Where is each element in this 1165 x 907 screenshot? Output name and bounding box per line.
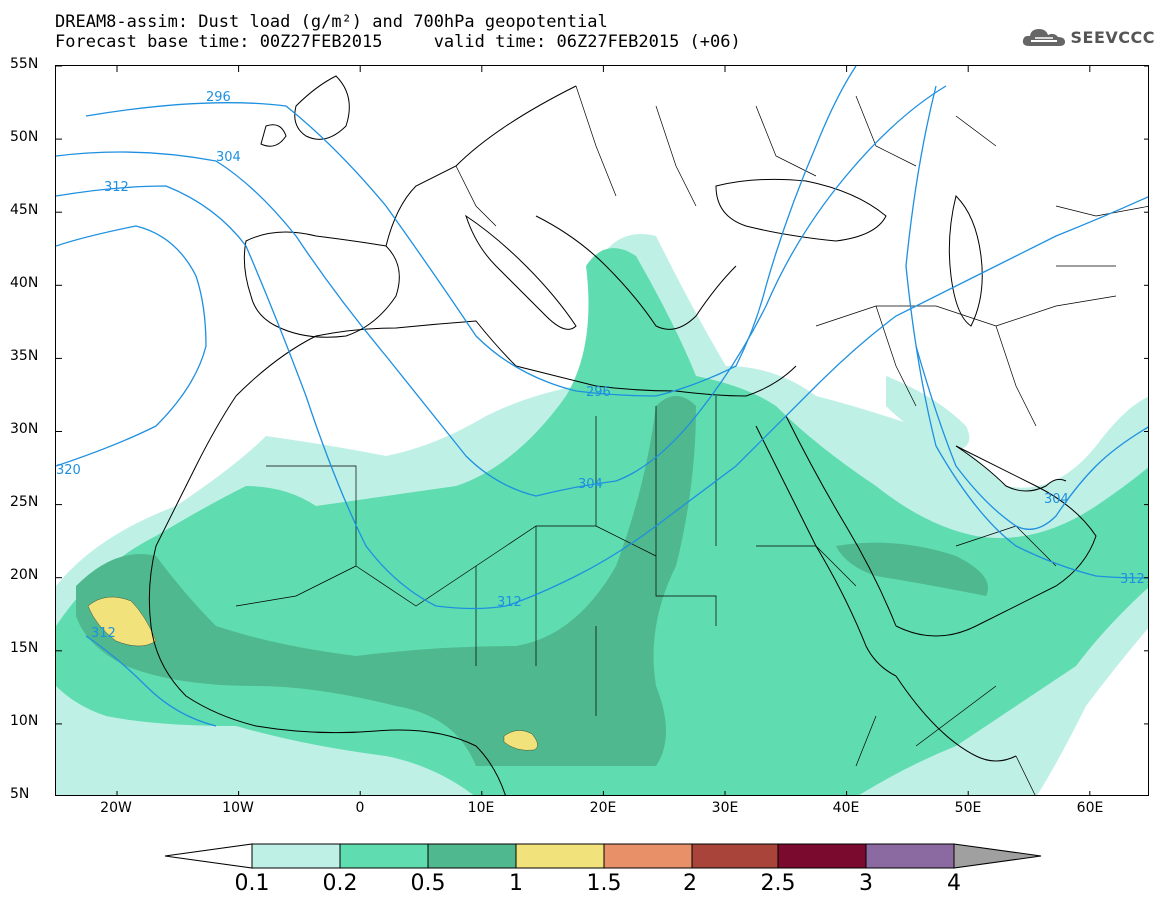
map-ticks bbox=[56, 66, 1148, 795]
lon-label: 20W bbox=[100, 800, 132, 816]
dust-layer-0.5 bbox=[76, 396, 988, 766]
colorbar-label: 1.5 bbox=[586, 871, 622, 896]
lat-label: 55N bbox=[10, 56, 39, 72]
lat-label: 25N bbox=[10, 494, 39, 510]
logo-text: SEEVCCC bbox=[1070, 27, 1155, 47]
contour-label: 304 bbox=[578, 477, 603, 492]
contour-304 bbox=[56, 85, 947, 497]
map-panel[interactable]: 296 304 312 320 296 304 312 312 304 312 bbox=[55, 65, 1149, 796]
colorbar-over-arrow bbox=[953, 843, 1042, 869]
lon-label: 10W bbox=[222, 800, 254, 816]
colorbar-label: 4 bbox=[947, 871, 961, 896]
lat-label: 50N bbox=[10, 129, 39, 145]
lat-label: 30N bbox=[10, 421, 39, 437]
dust-layer-1 bbox=[87, 596, 538, 751]
contour-label: 304 bbox=[216, 150, 241, 165]
colorbar-bin bbox=[427, 843, 517, 869]
contour-label: 304 bbox=[1044, 492, 1069, 507]
lat-label: 45N bbox=[10, 202, 39, 218]
logo: SEEVCCC bbox=[1021, 26, 1156, 48]
lon-label: 30E bbox=[711, 800, 739, 816]
contour-296-west bbox=[85, 66, 857, 397]
colorbar-label: 0.2 bbox=[322, 871, 358, 896]
contour-label: 312 bbox=[497, 595, 522, 610]
contour-320 bbox=[56, 225, 207, 467]
cloud-icon bbox=[1022, 29, 1065, 46]
colorbar-label: 2 bbox=[683, 871, 697, 896]
lat-label: 35N bbox=[10, 348, 39, 364]
contour-312-east bbox=[905, 85, 1148, 579]
contour-312-south bbox=[85, 635, 217, 727]
contour-label: 312 bbox=[104, 180, 129, 195]
map-subtitle: Forecast base time: 00Z27FEB2015 valid t… bbox=[55, 32, 741, 52]
colorbar-under-arrow bbox=[164, 843, 253, 869]
lon-label: 50E bbox=[954, 800, 982, 816]
map-canvas: 296 304 312 320 296 304 312 312 304 312 bbox=[56, 66, 1148, 795]
lon-label: 20E bbox=[589, 800, 617, 816]
colorbar-bin bbox=[339, 843, 429, 869]
colorbar-bin bbox=[865, 843, 955, 869]
colorbar-label: 3 bbox=[859, 871, 873, 896]
contour-label: 312 bbox=[91, 626, 116, 641]
colorbar-bin bbox=[777, 843, 867, 869]
lon-label: 40E bbox=[832, 800, 860, 816]
colorbar-label: 0.1 bbox=[234, 871, 270, 896]
lon-label: 10E bbox=[467, 800, 495, 816]
lat-label: 15N bbox=[10, 640, 39, 656]
lon-label: 0 bbox=[355, 800, 365, 816]
lat-label: 10N bbox=[10, 713, 39, 729]
map-title: DREAM8-assim: Dust load (g/m²) and 700hP… bbox=[55, 12, 608, 32]
lon-label: 60E bbox=[1076, 800, 1104, 816]
coastlines bbox=[148, 75, 1148, 795]
contour-label: 312 bbox=[1120, 572, 1145, 587]
lat-label: 40N bbox=[10, 275, 39, 291]
colorbar-bin bbox=[515, 843, 605, 869]
contour-304-east bbox=[915, 345, 1148, 530]
contour-label-group: 296 304 312 320 296 304 312 312 304 312 bbox=[56, 90, 1145, 641]
colorbar-bin bbox=[251, 843, 341, 869]
lat-label: 5N bbox=[10, 786, 30, 802]
contour-label: 320 bbox=[56, 463, 81, 478]
colorbar-label: 1 bbox=[509, 871, 523, 896]
colorbar-label: 0.5 bbox=[410, 871, 446, 896]
colorbar-bin bbox=[691, 843, 779, 869]
colorbar-bin bbox=[603, 843, 693, 869]
lat-label: 20N bbox=[10, 567, 39, 583]
colorbar-label: 2.5 bbox=[760, 871, 796, 896]
contour-label: 296 bbox=[586, 385, 611, 400]
geopotential-contours bbox=[56, 66, 1148, 727]
contour-312 bbox=[56, 185, 1148, 610]
contour-label: 296 bbox=[206, 90, 231, 105]
colorbar bbox=[164, 843, 1042, 869]
